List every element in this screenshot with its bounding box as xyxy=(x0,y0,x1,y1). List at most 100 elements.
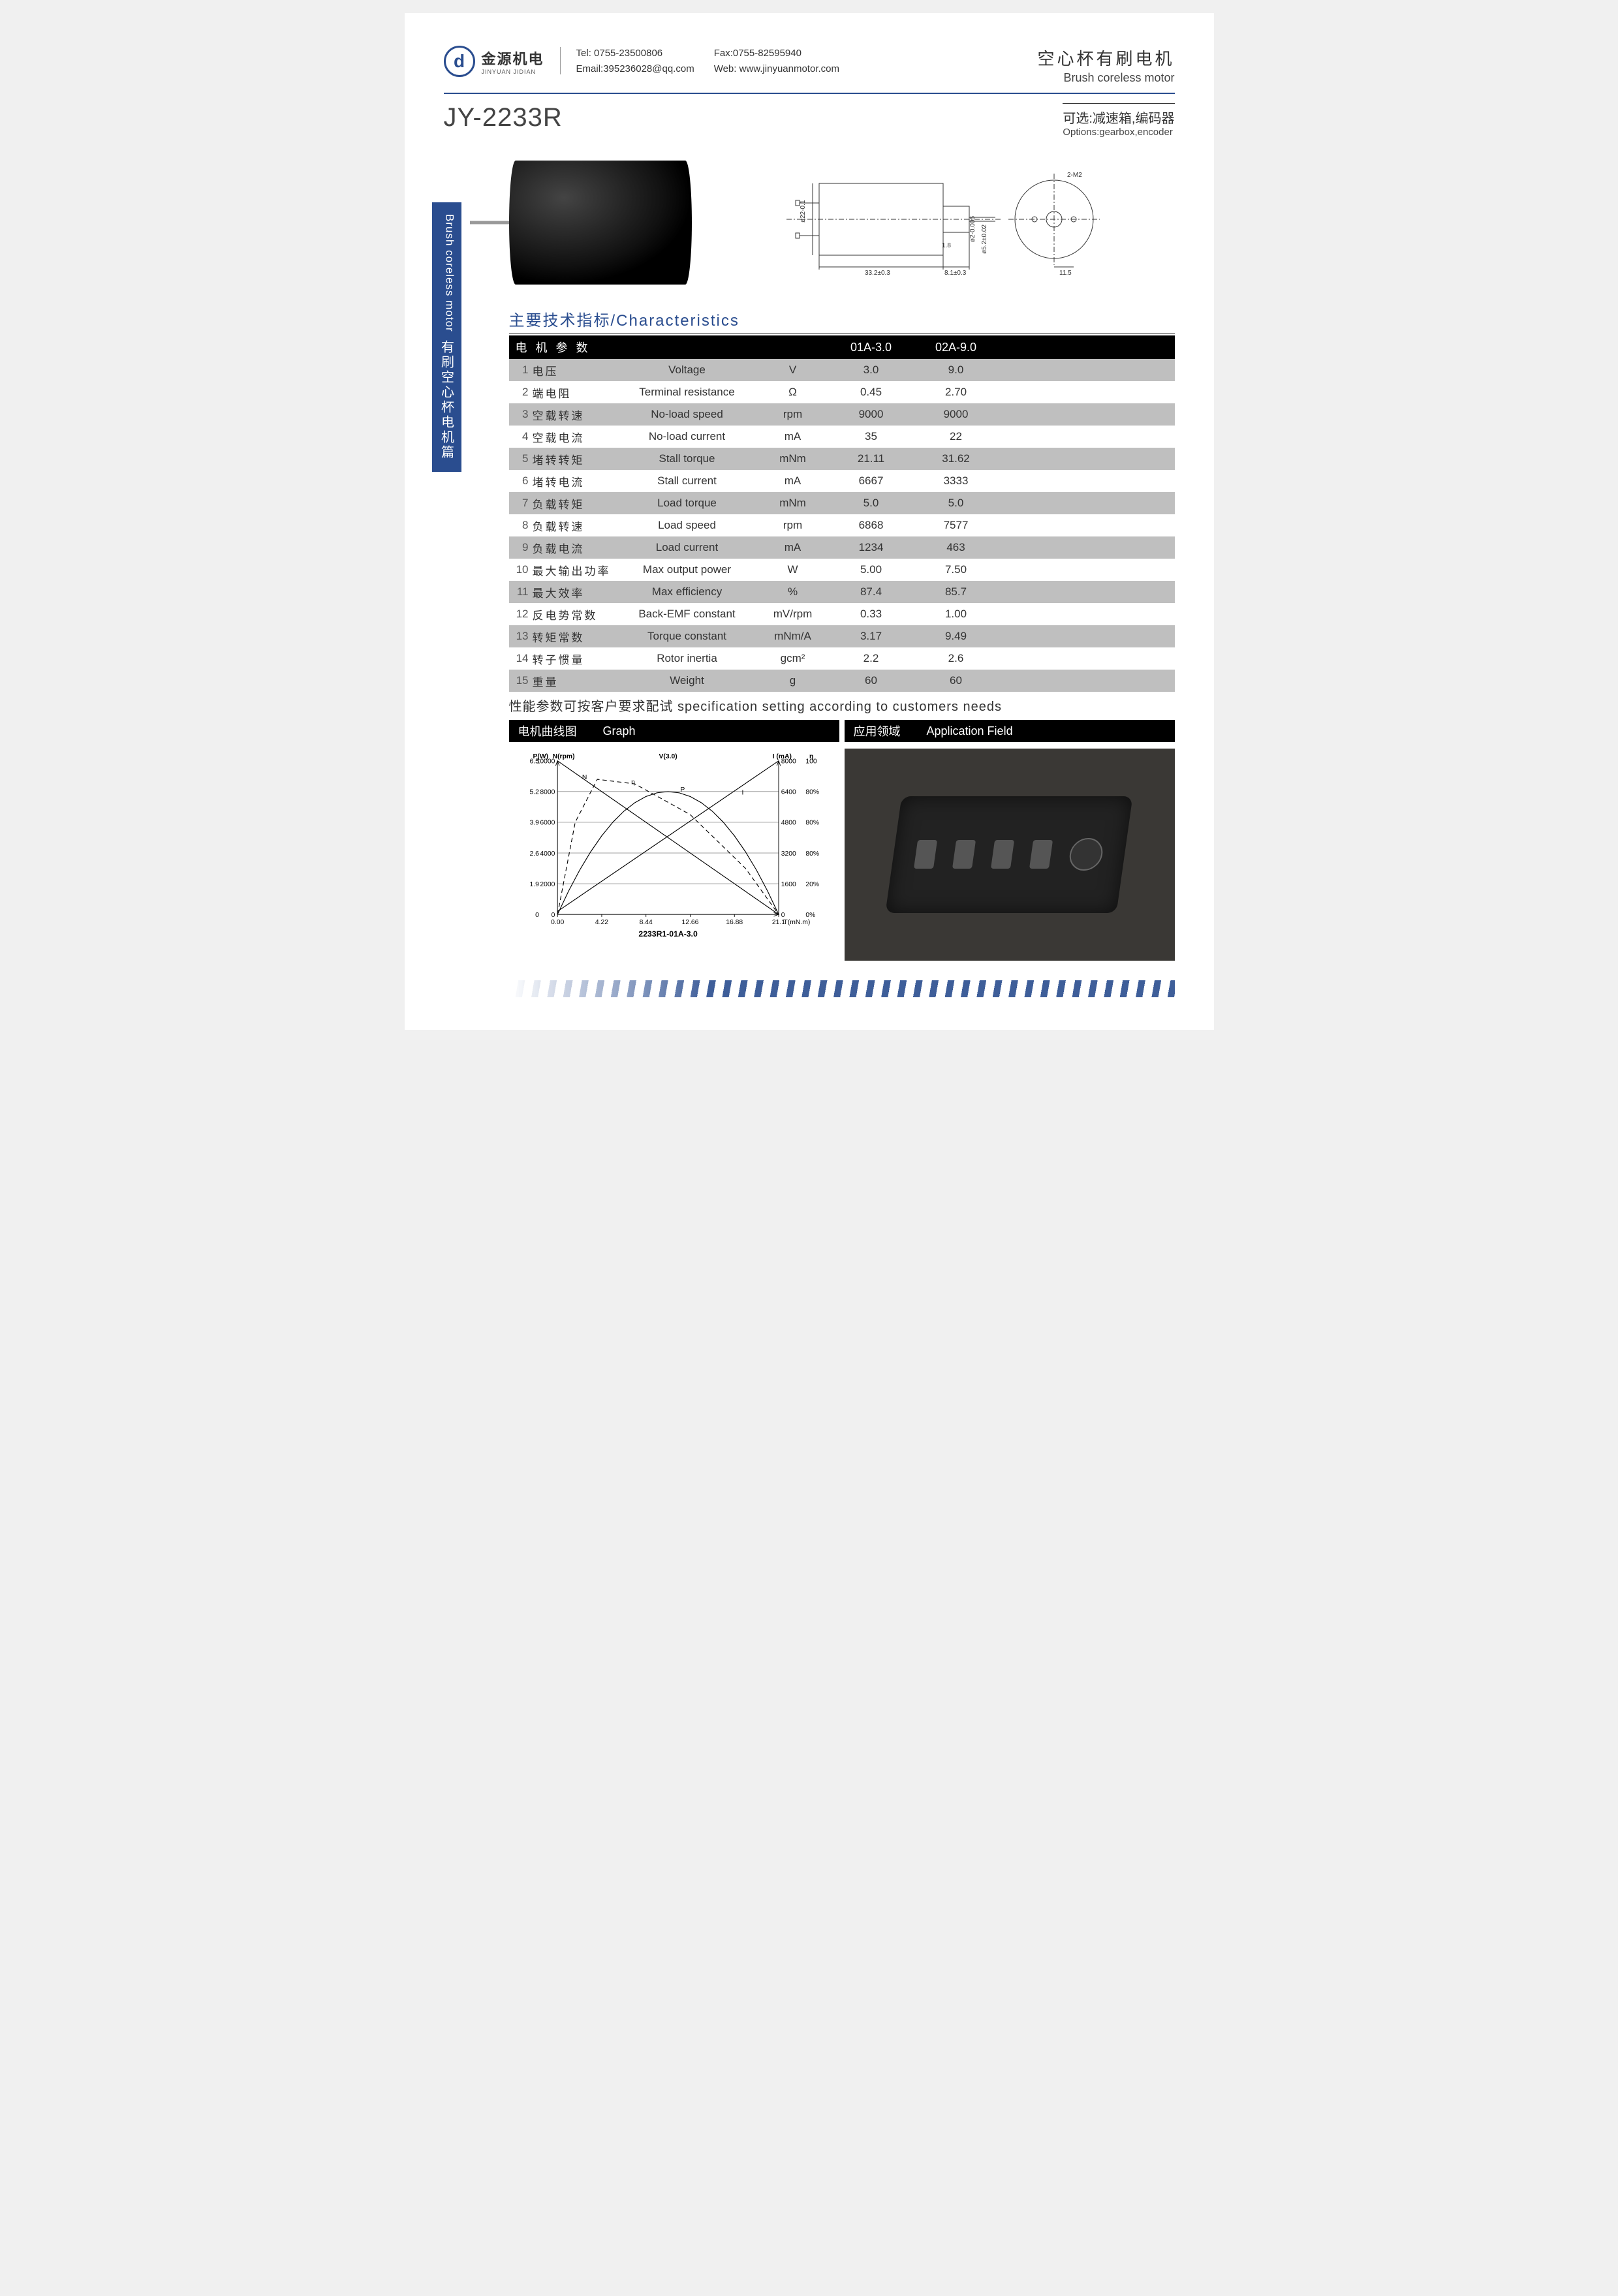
svg-text:4000: 4000 xyxy=(540,850,555,858)
product-category-cn: 空心杯有刷电机 xyxy=(1037,46,1174,70)
spec-val1: 87.4 xyxy=(829,585,914,598)
spec-idx: 7 xyxy=(509,497,533,510)
svg-text:8.44: 8.44 xyxy=(639,919,652,926)
spec-val1: 3.17 xyxy=(829,630,914,643)
company-name-en: JINYUAN JIDIAN xyxy=(482,69,544,75)
spec-idx: 9 xyxy=(509,541,533,554)
svg-text:6000: 6000 xyxy=(540,820,555,827)
spec-val2: 9.49 xyxy=(914,630,999,643)
spec-idx: 1 xyxy=(509,364,533,377)
datasheet-page: d 金源机电 JINYUAN JIDIAN Tel: 0755-23500806… xyxy=(405,13,1214,1030)
page-header: d 金源机电 JINYUAN JIDIAN Tel: 0755-23500806… xyxy=(444,46,1175,94)
performance-graph: 0.004.228.4412.6616.8821.10000%1.9200016… xyxy=(509,749,839,961)
spec-name-cn: 负载转速 xyxy=(533,518,617,534)
spec-idx: 4 xyxy=(509,430,533,443)
svg-text:5.2: 5.2 xyxy=(529,789,539,796)
graph-header-cn: 电机曲线图 xyxy=(518,722,577,739)
spec-unit: Ω xyxy=(757,386,829,399)
spec-val2: 2.6 xyxy=(914,652,999,665)
window-button-icon xyxy=(1029,841,1053,869)
dim-pcd: 11.5 xyxy=(1059,270,1072,277)
svg-text:20%: 20% xyxy=(805,881,819,888)
side-category-label: Brush coreless motor 有刷空心杯电机篇 xyxy=(432,202,461,472)
graph-app-body: 0.004.228.4412.6616.8821.10000%1.9200016… xyxy=(509,749,1175,961)
spec-val1: 3.0 xyxy=(829,364,914,377)
svg-text:V(3.0): V(3.0) xyxy=(659,753,677,760)
graph-app-headers: 电机曲线图 Graph 应用领域 Application Field xyxy=(509,720,1175,742)
svg-text:0: 0 xyxy=(781,912,785,919)
spec-val2: 60 xyxy=(914,674,999,687)
technical-drawing: ø22-0.1 33.2±0.3 8.1±0.3 1.8 ø2-0.005 ø5… xyxy=(711,157,1175,288)
company-logo: d 金源机电 JINYUAN JIDIAN xyxy=(444,46,544,77)
contact-tel: Tel: 0755-23500806 xyxy=(576,46,694,61)
options-cn: 可选:减速箱,编码器 xyxy=(1063,108,1174,127)
spec-val1: 21.11 xyxy=(829,452,914,465)
dim-shaft-dia: ø2-0.005 xyxy=(969,216,976,242)
spec-val1: 5.0 xyxy=(829,497,914,510)
spec-idx: 14 xyxy=(509,652,533,665)
spec-name-cn: 空载电流 xyxy=(533,429,617,445)
spec-name-cn: 堵转电流 xyxy=(533,473,617,489)
spec-row: 13转矩常数Torque constantmNm/A3.179.49 xyxy=(509,625,1175,647)
spec-val2: 1.00 xyxy=(914,608,999,621)
svg-text:1.9: 1.9 xyxy=(529,881,539,888)
spec-idx: 6 xyxy=(509,474,533,488)
dim-diameter: ø22-0.1 xyxy=(800,200,807,223)
contact-web: Web: www.jinyuanmotor.com xyxy=(714,61,839,77)
spec-val1: 1234 xyxy=(829,541,914,554)
spec-val2: 7577 xyxy=(914,519,999,532)
svg-text:80%: 80% xyxy=(805,820,819,827)
spec-val2: 22 xyxy=(914,430,999,443)
svg-text:0%: 0% xyxy=(805,912,815,919)
spec-name-en: Terminal resistance xyxy=(617,386,757,399)
svg-text:I: I xyxy=(741,790,743,797)
options-en: Options:gearbox,encoder xyxy=(1063,127,1174,138)
svg-text:P(W): P(W) xyxy=(533,753,548,760)
spec-row: 6堵转电流Stall currentmA66673333 xyxy=(509,470,1175,492)
svg-text:T(mN.m): T(mN.m) xyxy=(783,919,810,926)
spec-row: 10最大输出功率Max output powerW5.007.50 xyxy=(509,559,1175,581)
spec-val1: 6868 xyxy=(829,519,914,532)
svg-text:8000: 8000 xyxy=(540,789,555,796)
spec-idx: 8 xyxy=(509,519,533,532)
spec-unit: % xyxy=(757,585,829,598)
car-door-panel xyxy=(886,796,1133,913)
svg-text:12.66: 12.66 xyxy=(681,919,698,926)
svg-text:I (mA): I (mA) xyxy=(772,753,791,760)
svg-text:0: 0 xyxy=(535,912,539,919)
spec-val2: 9.0 xyxy=(914,364,999,377)
spec-row: 12反电势常数Back-EMF constantmV/rpm0.331.00 xyxy=(509,603,1175,625)
window-button-icon xyxy=(953,841,976,869)
svg-text:2.6: 2.6 xyxy=(529,850,539,858)
spec-unit: mNm/A xyxy=(757,630,829,643)
spec-name-en: Max efficiency xyxy=(617,585,757,598)
svg-text:2233R1-01A-3.0: 2233R1-01A-3.0 xyxy=(638,929,698,939)
spec-name-en: Back-EMF constant xyxy=(617,608,757,621)
footer-stripes xyxy=(509,980,1175,997)
spec-idx: 13 xyxy=(509,630,533,643)
svg-text:4.22: 4.22 xyxy=(595,919,608,926)
spec-name-en: Max output power xyxy=(617,563,757,576)
spec-unit: mV/rpm xyxy=(757,608,829,621)
spec-unit: mA xyxy=(757,474,829,488)
spec-idx: 12 xyxy=(509,608,533,621)
spec-val2: 31.62 xyxy=(914,452,999,465)
product-category: 空心杯有刷电机 Brush coreless motor xyxy=(1037,46,1174,85)
svg-text:N(rpm): N(rpm) xyxy=(552,753,574,760)
spec-name-cn: 转矩常数 xyxy=(533,628,617,645)
spec-row: 15重量Weightg6060 xyxy=(509,670,1175,692)
svg-text:η: η xyxy=(631,779,635,786)
spec-name-cn: 负载电流 xyxy=(533,540,617,556)
spec-row: 2端电阻Terminal resistanceΩ0.452.70 xyxy=(509,381,1175,403)
window-button-icon xyxy=(991,841,1014,869)
spec-row: 1电压VoltageV3.09.0 xyxy=(509,359,1175,381)
spec-unit: mNm xyxy=(757,497,829,510)
spec-table-body: 1电压VoltageV3.09.02端电阻Terminal resistance… xyxy=(509,359,1175,692)
spec-idx: 11 xyxy=(509,585,533,598)
graph-header: 电机曲线图 Graph xyxy=(509,720,839,742)
product-category-en: Brush coreless motor xyxy=(1037,71,1174,85)
spec-name-cn: 最大输出功率 xyxy=(533,562,617,578)
svg-text:0.00: 0.00 xyxy=(551,919,564,926)
spec-val1: 5.00 xyxy=(829,563,914,576)
spec-val2: 3333 xyxy=(914,474,999,488)
